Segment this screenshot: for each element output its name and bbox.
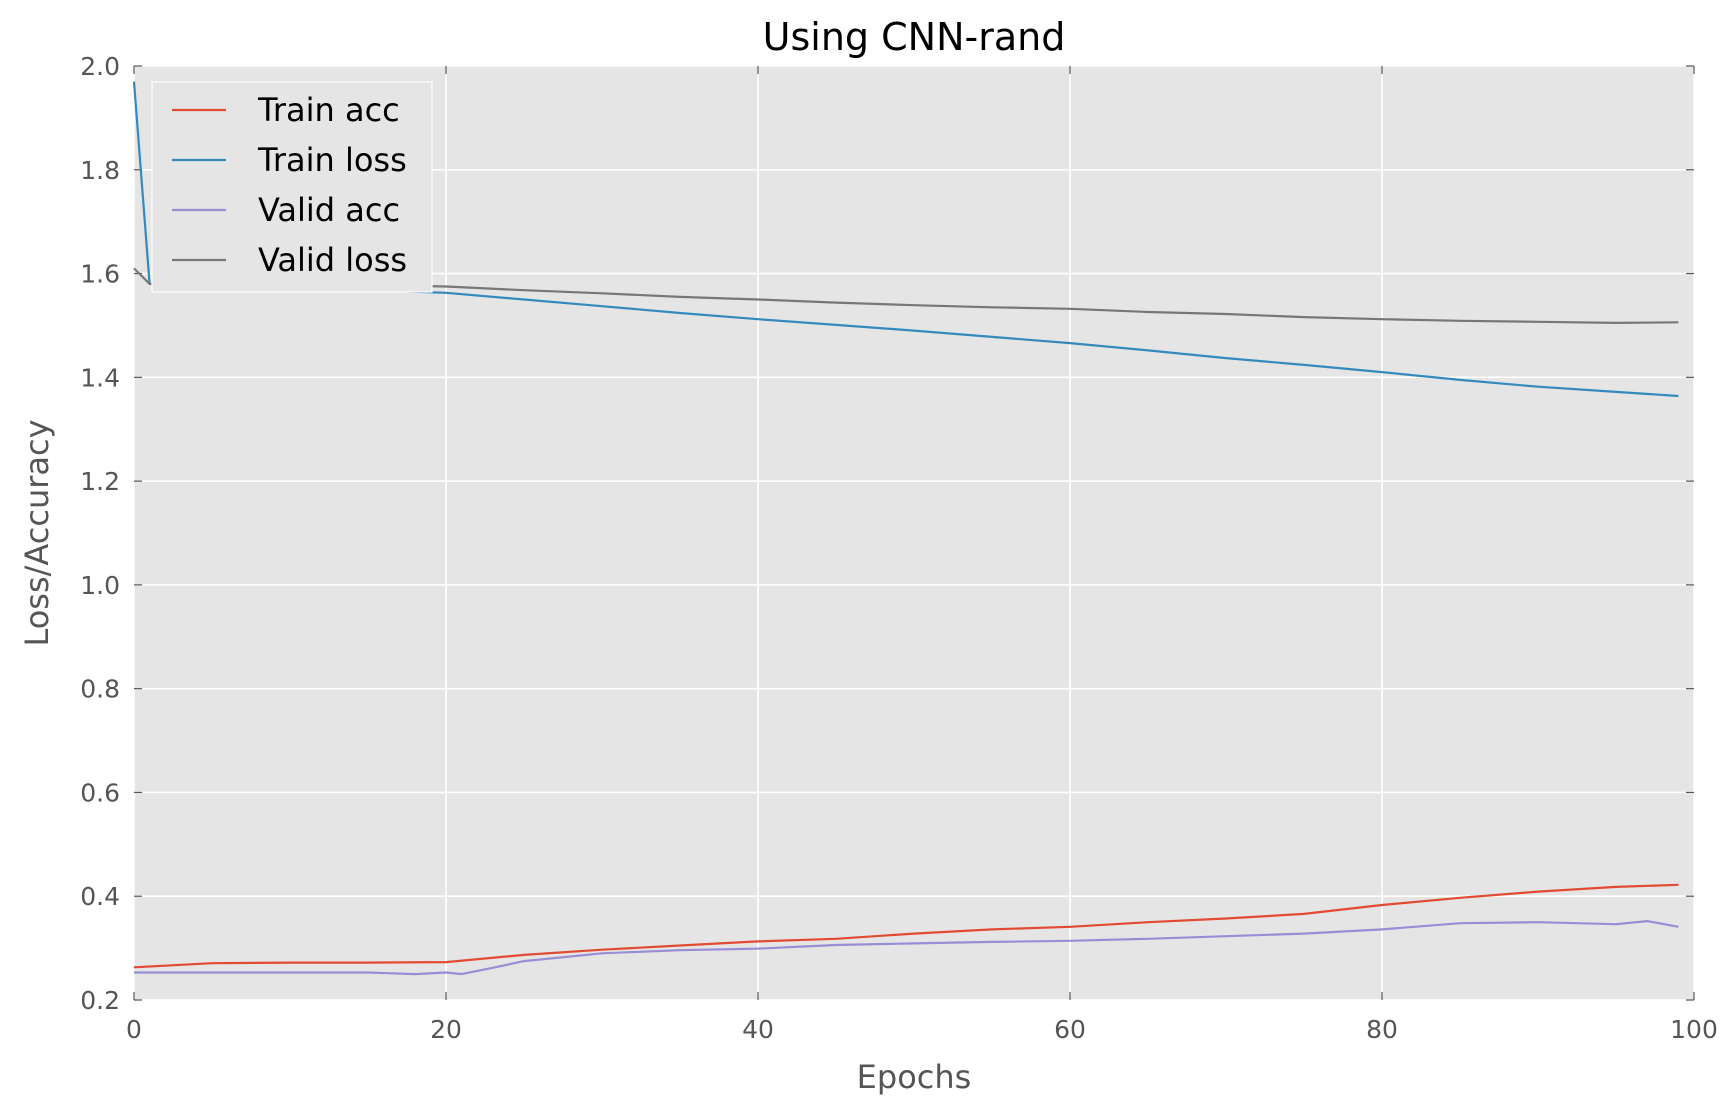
x-tick-label: 80 (1366, 1015, 1398, 1044)
series-line-valid-acc (134, 919, 1679, 976)
y-tick-label: 1.4 (80, 363, 120, 392)
x-tick-label: 0 (126, 1015, 142, 1044)
ticks (133, 65, 1695, 1001)
y-tick-label: 1.8 (80, 156, 120, 185)
legend-label: Train acc (257, 91, 400, 129)
legend-label: Valid loss (258, 241, 407, 279)
legend: Train acc Train loss Valid acc Valid loss (151, 81, 433, 293)
x-axis-label: Epochs (857, 1058, 972, 1096)
x-tick-label: 100 (1670, 1015, 1718, 1044)
y-tick-label: 1.0 (80, 571, 120, 600)
y-tick-label: 0.4 (80, 882, 120, 911)
y-axis-label: Loss/Accuracy (18, 419, 56, 646)
y-tick-label: 2.0 (80, 52, 120, 81)
y-tick-label: 1.6 (80, 260, 120, 289)
grid (133, 65, 1695, 1001)
legend-box (151, 81, 433, 293)
y-tick-label: 0.8 (80, 675, 120, 704)
legend-label: Train loss (257, 141, 407, 179)
x-tick-label: 40 (742, 1015, 774, 1044)
y-tick-label: 0.6 (80, 778, 120, 807)
x-tick-label: 20 (430, 1015, 462, 1044)
x-tick-label: 60 (1054, 1015, 1086, 1044)
y-tick-label: 0.2 (80, 986, 120, 1015)
tick-labels: 0 20 40 60 80 100 0.2 0.4 0.6 0.8 1.0 1.2 1.4 1.6 1.8 2… (80, 52, 1718, 1044)
y-tick-label: 1.2 (80, 467, 120, 496)
chart-title: Using CNN-rand (763, 15, 1066, 59)
legend-label: Valid acc (258, 191, 400, 229)
series-line-train-acc (133, 883, 1679, 969)
